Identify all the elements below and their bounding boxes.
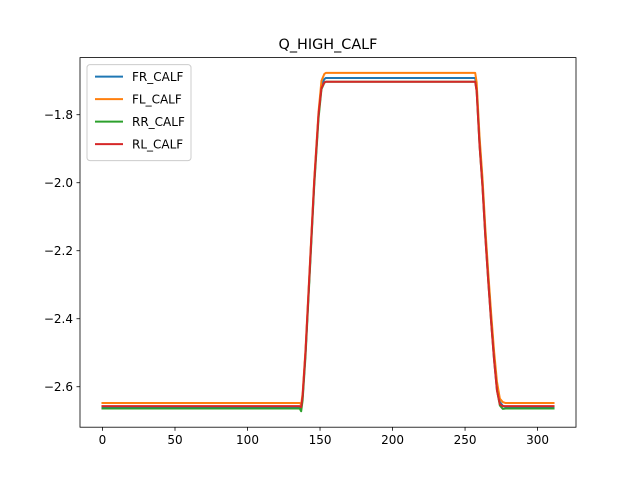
legend-label: FL_CALF	[132, 92, 182, 106]
legend-box	[86, 64, 192, 162]
x-tick-label: 50	[167, 433, 182, 447]
legend: FR_CALF FL_CALF RR_CALF RL_CALF	[86, 64, 192, 162]
x-tick-label: 300	[526, 433, 549, 447]
x-tick-label: 100	[236, 433, 259, 447]
chart-title: Q_HIGH_CALF	[279, 37, 378, 53]
x-tick-label: 150	[309, 433, 332, 447]
y-tick-label: −1.8	[44, 108, 73, 122]
series-layer	[101, 71, 555, 413]
y-axis: −2.6 −2.4 −2.2 −2.0 −1.8	[44, 108, 80, 394]
y-tick-label: −2.0	[44, 176, 73, 190]
x-tick-label: 200	[381, 433, 404, 447]
legend-label: RR_CALF	[132, 115, 185, 129]
y-tick-label: −2.2	[44, 244, 73, 258]
legend-label: FR_CALF	[132, 70, 184, 84]
y-tick-label: −2.6	[44, 380, 73, 394]
legend-label: RL_CALF	[132, 137, 183, 151]
x-tick-label: 250	[454, 433, 477, 447]
series-line-rl-calf	[101, 80, 555, 409]
x-axis: 0 50 100 150 200 250 300	[99, 427, 549, 447]
plot-frame	[79, 57, 577, 428]
x-tick-label: 0	[99, 433, 107, 447]
y-tick-label: −2.4	[44, 312, 73, 326]
